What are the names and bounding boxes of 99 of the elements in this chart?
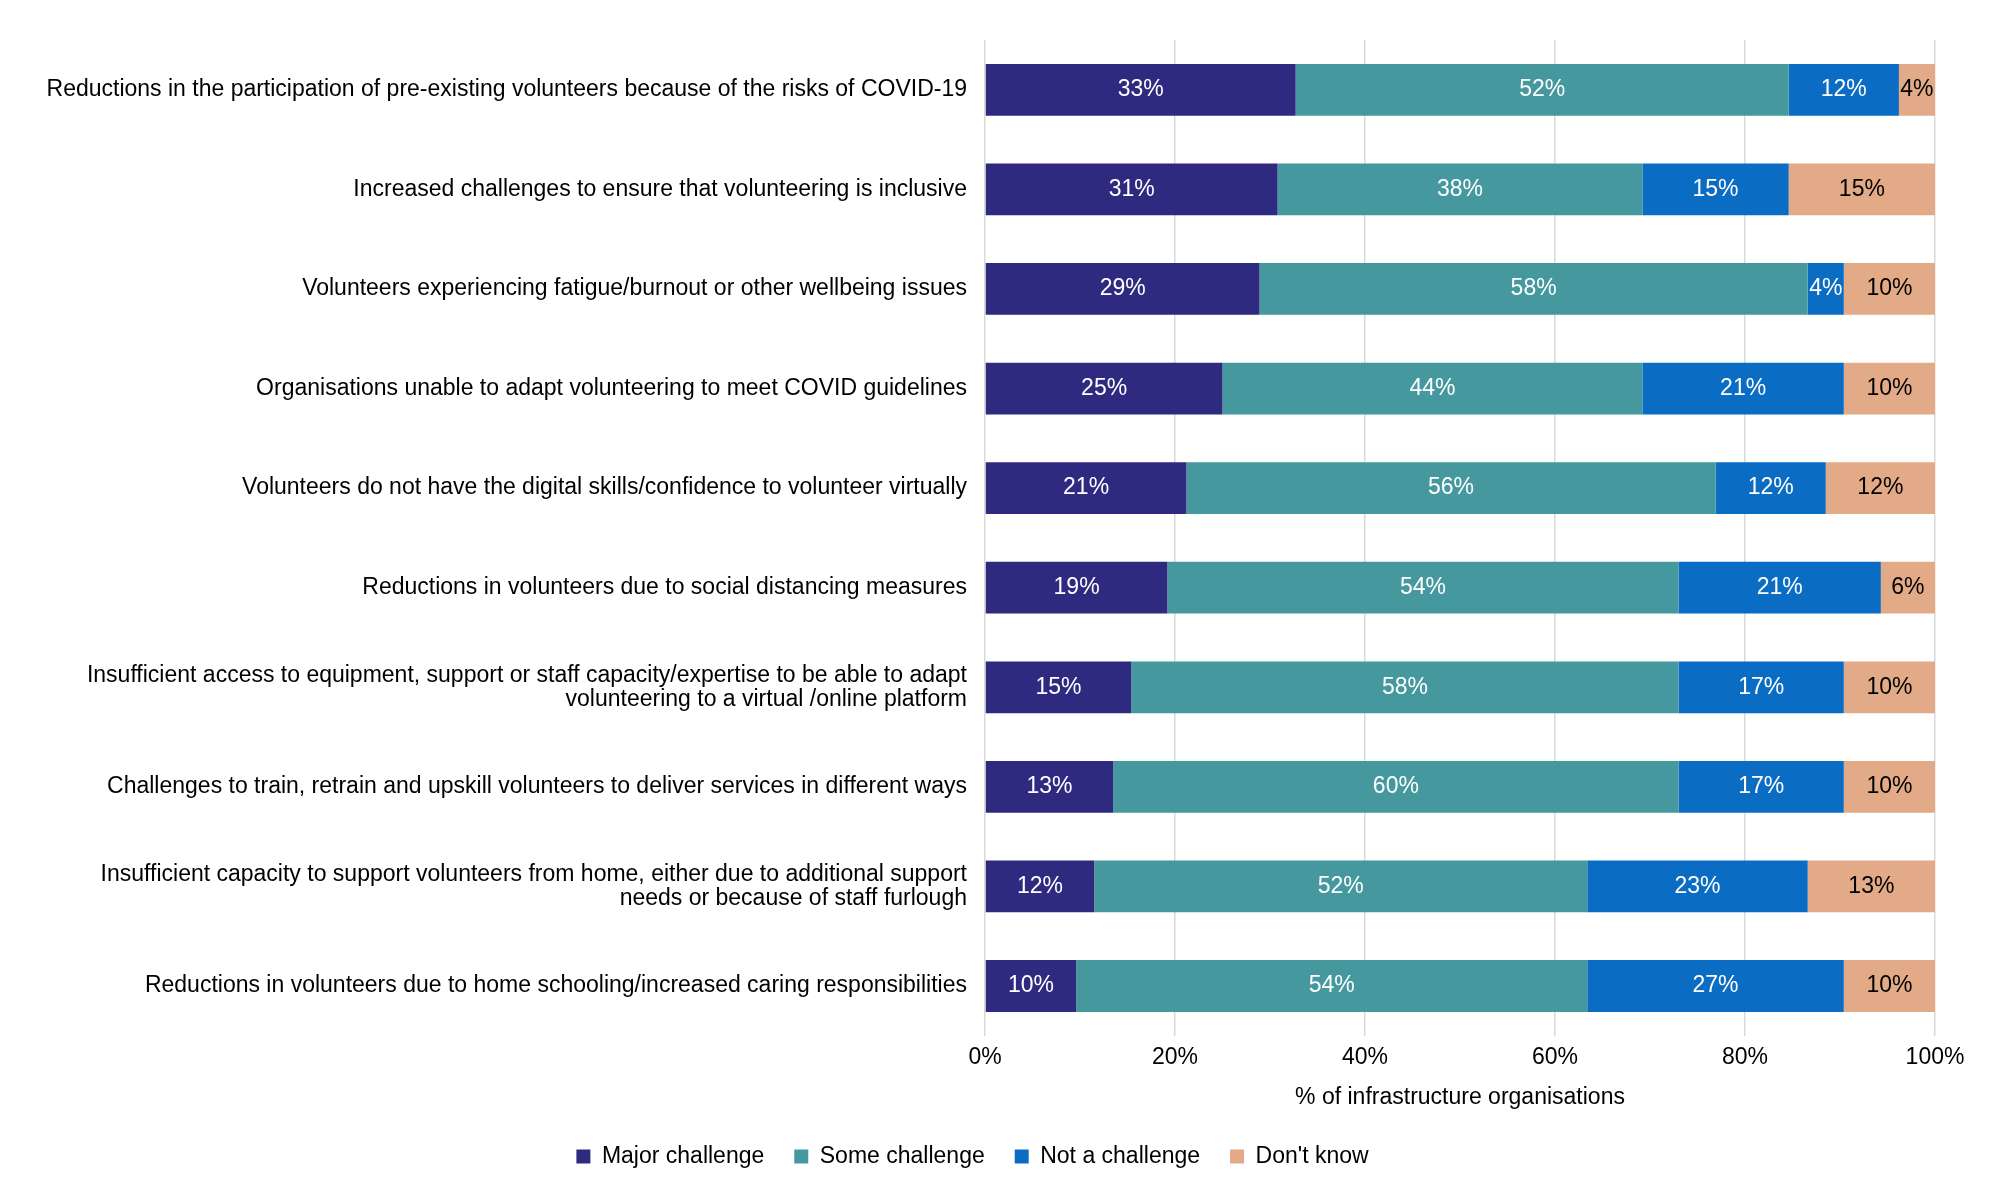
x-tick-label: 80% — [1721, 1042, 1769, 1069]
data-label: 15% — [1692, 174, 1739, 201]
bar — [1167, 561, 1679, 614]
data-label: 4% — [1900, 75, 1934, 102]
bar — [1843, 362, 1935, 415]
y-tick-label: Volunteers do not have the digital skills/confidence to volunteer virtually — [242, 473, 968, 500]
y-tick-label: Reductions in volunteers due to home schooling/increased caring responsibilities — [144, 971, 967, 998]
bar — [1715, 462, 1826, 514]
bar — [985, 263, 1260, 315]
data-label: 12% — [1747, 473, 1794, 500]
data-label: 44% — [1409, 373, 1456, 400]
data-label: 15% — [1035, 672, 1082, 699]
x-tick-label: 20% — [1151, 1042, 1199, 1069]
x-tick-label: 100% — [1905, 1042, 1965, 1069]
data-label: 60% — [1372, 772, 1419, 799]
y-tick-label: Organisations unable to adapt volunteering to meet COVID guidelines — [256, 373, 967, 400]
bar — [1642, 362, 1844, 415]
legend-label: Don't know — [1255, 1141, 1369, 1168]
data-label: 52% — [1519, 75, 1566, 102]
bar — [1222, 362, 1643, 415]
bar — [1788, 63, 1899, 116]
data-label: 33% — [1117, 75, 1164, 102]
data-label: 10% — [1866, 373, 1913, 400]
bar — [1807, 860, 1935, 913]
bar — [1094, 860, 1588, 913]
bar — [1259, 263, 1808, 315]
bar — [985, 462, 1187, 514]
bar — [985, 860, 1095, 913]
bar — [985, 760, 1114, 813]
data-label: 4% — [1809, 274, 1843, 301]
bar — [1843, 263, 1935, 315]
legend-label: Not a challenge — [1040, 1141, 1201, 1168]
data-label: 10% — [1866, 274, 1913, 301]
y-tick-label: Increased challenges to ensure that volunteering is inclusive — [353, 174, 967, 201]
data-label: 31% — [1108, 174, 1155, 201]
bar — [1825, 462, 1935, 514]
x-axis-title: % of infrastructure organisations — [1295, 1082, 1625, 1109]
data-label: 15% — [1838, 174, 1885, 201]
bar — [1880, 561, 1935, 614]
data-label: 12% — [1857, 473, 1904, 500]
x-tick-label: 40% — [1341, 1042, 1389, 1069]
y-tick-label: Reductions in volunteers due to social distancing measures — [362, 573, 967, 600]
bar — [1587, 860, 1808, 913]
data-label: 13% — [1026, 772, 1073, 799]
x-tick-label: 0% — [968, 1042, 1002, 1069]
bar — [1076, 960, 1588, 1012]
data-label: 52% — [1317, 871, 1364, 898]
bar — [1587, 960, 1844, 1012]
y-tick-label: Insufficient access to equipment, support or staff capacity/expertise to be able to adapt volunteering to a virtual /online platform — [86, 660, 968, 711]
bar — [985, 362, 1223, 415]
data-label: 54% — [1308, 971, 1355, 998]
bar — [1295, 63, 1789, 116]
data-label: 10% — [1866, 772, 1913, 799]
bar — [1788, 163, 1935, 216]
x-tick-label: 60% — [1531, 1042, 1579, 1069]
data-label: 10% — [1866, 672, 1913, 699]
legend-label: Some challenge — [819, 1141, 985, 1168]
bar — [1843, 760, 1935, 813]
data-label: 23% — [1674, 871, 1721, 898]
data-label: 10% — [1007, 971, 1054, 998]
y-tick-label: Insufficient capacity to support volunteers from home, either due to additional support needs or because of staff furlough — [100, 859, 968, 910]
data-label: 21% — [1720, 373, 1767, 400]
data-label: 12% — [1820, 75, 1867, 102]
bar — [1678, 561, 1881, 614]
data-label: 17% — [1738, 772, 1785, 799]
bar — [1277, 163, 1643, 216]
bar — [1642, 163, 1789, 216]
data-label: 54% — [1399, 573, 1446, 600]
bar — [985, 561, 1168, 614]
bar — [1678, 661, 1844, 714]
data-label: 12% — [1016, 871, 1064, 898]
data-label: 13% — [1848, 871, 1895, 898]
bar — [1186, 462, 1716, 514]
bar — [1678, 760, 1844, 813]
data-label: 58% — [1381, 672, 1428, 699]
data-label: 25% — [1081, 373, 1128, 400]
data-label: 6% — [1891, 573, 1925, 600]
y-tick-label: Challenges to train, retrain and upskill volunteers to deliver services in different ways — [107, 772, 967, 799]
bar — [985, 163, 1278, 216]
data-label: 19% — [1053, 573, 1100, 600]
bar — [1131, 661, 1679, 714]
data-label: 17% — [1738, 672, 1785, 699]
data-label: 21% — [1063, 473, 1110, 500]
bar — [1843, 661, 1935, 714]
legend-label: Major challenge — [601, 1141, 765, 1168]
data-label: 10% — [1866, 971, 1913, 998]
bar — [985, 960, 1077, 1012]
y-tick-label: Reductions in the participation of pre-existing volunteers because of the risks of COVID-19 — [46, 75, 967, 102]
data-label: 27% — [1692, 971, 1739, 998]
data-label: 38% — [1436, 174, 1484, 201]
data-label: 29% — [1099, 274, 1146, 301]
bar — [985, 63, 1296, 116]
data-label: 58% — [1510, 274, 1557, 301]
y-tick-label: Volunteers experiencing fatigue/burnout or other wellbeing issues — [302, 274, 967, 301]
bar — [1843, 960, 1935, 1012]
bar — [985, 661, 1132, 714]
data-label: 56% — [1427, 473, 1474, 500]
data-label: 21% — [1756, 573, 1803, 600]
bar — [1113, 760, 1679, 813]
